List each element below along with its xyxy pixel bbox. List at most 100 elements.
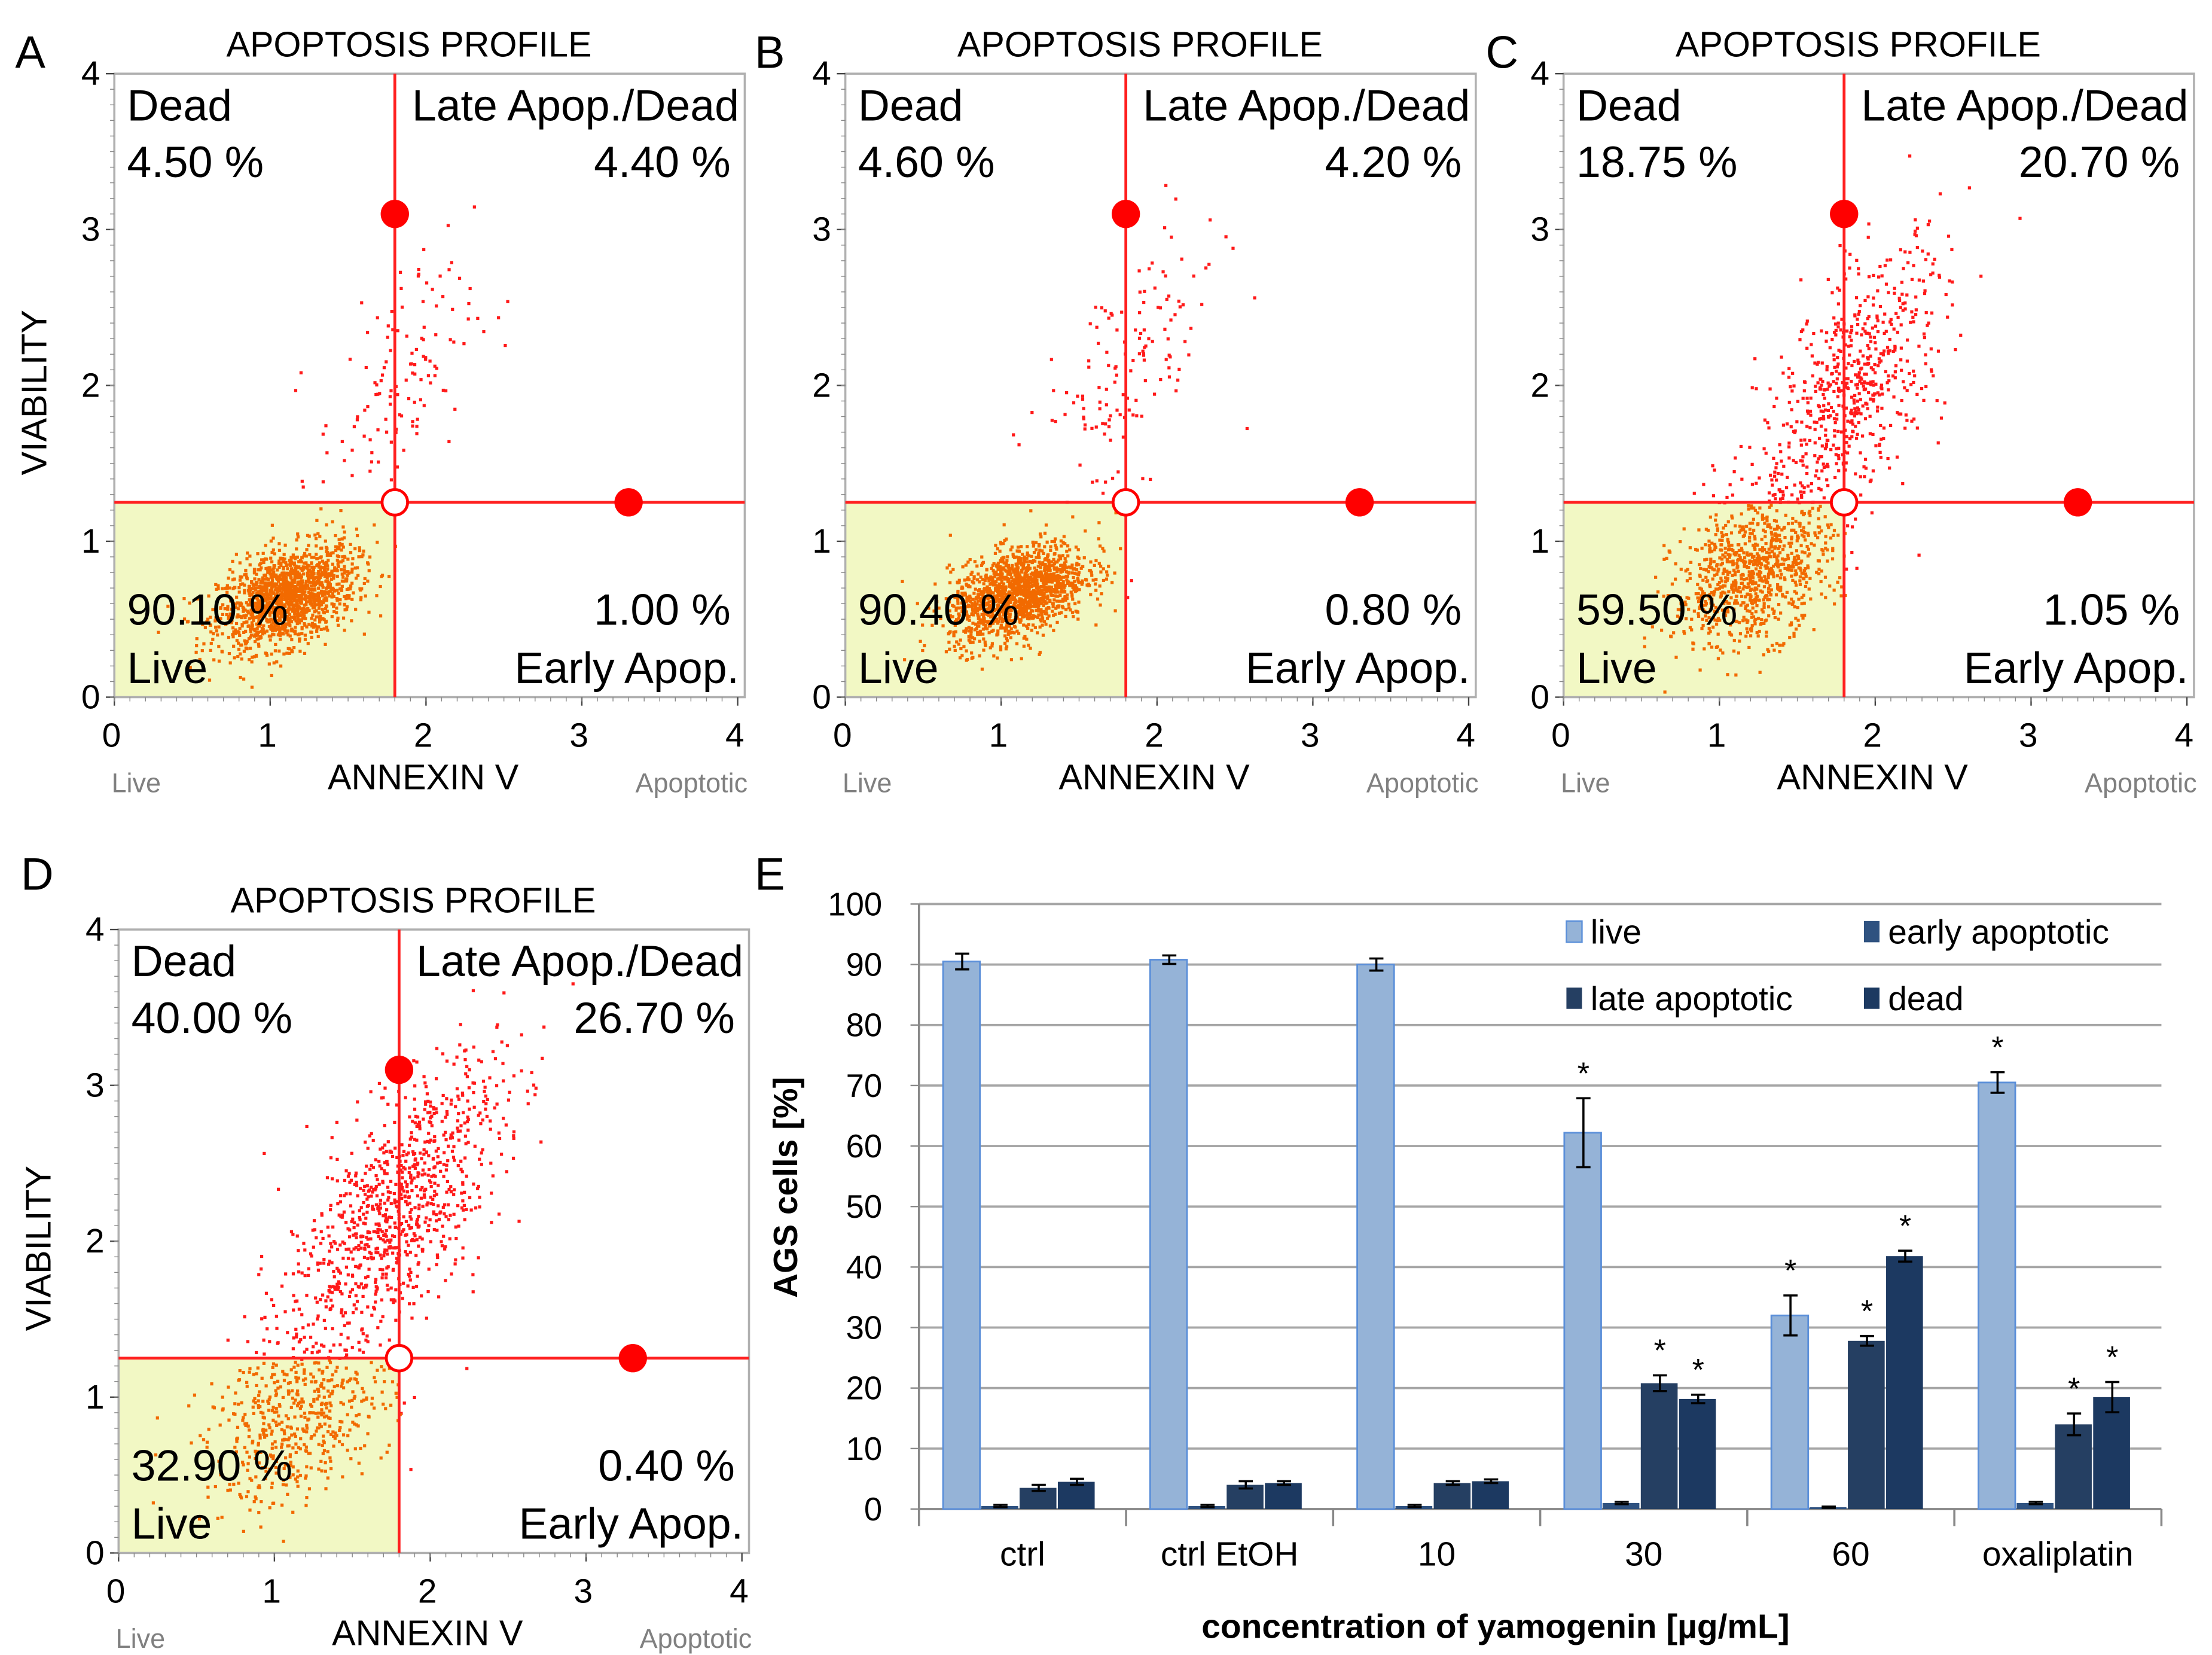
- scatter-point: [1695, 548, 1699, 552]
- scatter-point: [1006, 602, 1010, 606]
- scatter-point: [1014, 567, 1018, 571]
- scatter-point: [1721, 590, 1725, 594]
- scatter-point: [947, 600, 951, 604]
- scatter-point: [1025, 603, 1029, 606]
- scatter-point: [1224, 235, 1228, 239]
- scatter-point: [497, 316, 501, 319]
- scatter-point: [1903, 307, 1907, 311]
- scatter-point: [1899, 358, 1903, 362]
- scatter-point: [1690, 628, 1694, 632]
- gate-handle-center[interactable]: [1111, 488, 1140, 517]
- scatter-point: [277, 575, 281, 578]
- scatter-point: [1836, 321, 1840, 325]
- scatter-point: [286, 567, 289, 571]
- scatter-point: [282, 588, 285, 592]
- scatter-point: [288, 603, 291, 606]
- scatter-point: [1682, 630, 1686, 633]
- scatter-point: [255, 572, 258, 576]
- scatter-point: [1737, 553, 1741, 557]
- scatter-point: [1750, 582, 1755, 586]
- scatter-point: [1739, 574, 1743, 577]
- scatter-point: [1768, 598, 1771, 602]
- scatter-point: [1102, 578, 1106, 583]
- scatter-point: [1735, 601, 1739, 605]
- scatter-point: [256, 552, 260, 556]
- scatter-point: [292, 580, 296, 584]
- scatter-point: [416, 417, 419, 421]
- scatter-point: [1737, 651, 1741, 655]
- scatter-point: [286, 572, 290, 577]
- scatter-point: [230, 607, 234, 611]
- scatter-point: [299, 589, 303, 592]
- scatter-point: [1019, 588, 1023, 592]
- scatter-point: [1014, 570, 1017, 574]
- scatter-point: [1033, 600, 1037, 604]
- gate-handle-center[interactable]: [380, 488, 409, 517]
- scatter-point: [1704, 528, 1708, 531]
- scatter-point: [1703, 592, 1706, 596]
- scatter-point: [236, 601, 239, 605]
- scatter-point: [1102, 567, 1105, 571]
- scatter-point: [960, 586, 963, 590]
- scatter-point: [271, 572, 275, 575]
- scatter-point: [1165, 297, 1168, 301]
- scatter-point: [265, 653, 269, 657]
- scatter-point: [333, 566, 337, 569]
- scatter-point: [1764, 564, 1767, 568]
- scatter-point: [362, 549, 365, 553]
- scatter-point: [1076, 617, 1080, 621]
- gate-handle-right[interactable]: [1345, 488, 1374, 517]
- scatter-point: [305, 625, 309, 629]
- scatter-point: [233, 586, 237, 589]
- scatter-point: [1082, 417, 1085, 420]
- scatter-point: [330, 615, 334, 618]
- gate-handle-right[interactable]: [614, 488, 643, 517]
- scatter-point: [294, 585, 298, 589]
- scatter-point: [1803, 438, 1807, 442]
- scatter-point: [1008, 614, 1012, 618]
- scatter-point: [1859, 475, 1862, 478]
- scatter-point: [1797, 598, 1801, 601]
- scatter-point: [1770, 545, 1774, 548]
- scatter-point: [282, 652, 286, 656]
- scatter-point: [1107, 364, 1110, 367]
- scatter-point: [1072, 401, 1076, 405]
- scatter-point: [258, 584, 262, 589]
- scatter-point: [977, 572, 980, 576]
- scatter-point: [1861, 434, 1865, 438]
- scatter-point: [1137, 336, 1142, 340]
- gate-handle-top[interactable]: [1111, 200, 1140, 228]
- scatter-point: [236, 607, 240, 611]
- scatter-point: [257, 621, 261, 624]
- x-tick-label: 1: [989, 717, 1008, 754]
- scatter-point: [983, 640, 987, 644]
- scatter-point: [983, 608, 986, 611]
- scatter-point: [207, 594, 210, 598]
- scatter-point: [297, 565, 301, 569]
- x-left-label: Live: [843, 767, 892, 798]
- scatter-point: [1936, 441, 1940, 445]
- scatter-point: [1042, 598, 1045, 602]
- scatter-point: [257, 642, 261, 646]
- scatter-point: [1680, 600, 1683, 604]
- scatter-point: [1684, 569, 1688, 573]
- scatter-point: [1003, 577, 1007, 581]
- scatter-point: [1778, 576, 1783, 580]
- scatter-point: [329, 551, 333, 555]
- scatter-point: [353, 566, 357, 570]
- scatter-point: [987, 614, 991, 617]
- scatter-point: [1079, 566, 1083, 570]
- scatter-point: [1755, 604, 1759, 608]
- scatter-point: [310, 595, 314, 599]
- scatter-point: [947, 641, 951, 644]
- scatter-point: [272, 661, 276, 665]
- scatter-point: [1844, 366, 1848, 370]
- panel-letter: A: [15, 28, 45, 78]
- scatter-point: [257, 607, 260, 611]
- scatter-point: [291, 606, 295, 609]
- gate-handle-top[interactable]: [380, 200, 409, 228]
- scatter-point: [198, 657, 202, 662]
- scatter-point: [1702, 568, 1705, 571]
- scatter-point: [1073, 602, 1077, 605]
- scatter-point: [977, 596, 981, 600]
